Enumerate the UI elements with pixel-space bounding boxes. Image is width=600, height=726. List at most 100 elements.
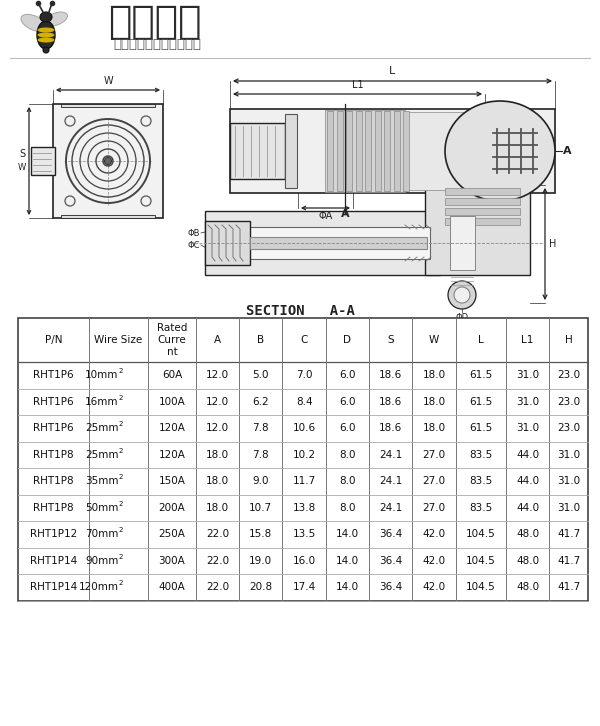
Text: 24.1: 24.1 [379,476,403,486]
Bar [325,110,405,192]
Bar [445,188,520,195]
Text: 18.0: 18.0 [422,370,446,380]
Text: 48.0: 48.0 [516,582,539,592]
Text: 23.0: 23.0 [557,370,580,380]
Text: 61.5: 61.5 [469,423,493,433]
Text: 8.0: 8.0 [339,449,356,460]
Text: 电蜂优选: 电蜂优选 [108,3,202,41]
Text: 104.5: 104.5 [466,582,496,592]
Bar [285,114,297,188]
Text: 9.0: 9.0 [253,476,269,486]
Text: 13.5: 13.5 [293,529,316,539]
Text: 10mm: 10mm [85,370,118,380]
Text: 24.1: 24.1 [379,449,403,460]
Ellipse shape [43,47,49,53]
Text: W: W [429,335,439,345]
Text: 8.0: 8.0 [339,476,356,486]
Bar [355,111,361,191]
Text: 6.0: 6.0 [339,423,356,433]
Text: 120A: 120A [158,449,185,460]
Text: 2: 2 [119,501,123,507]
Text: H: H [565,335,572,345]
Bar [445,208,520,215]
Text: 31.0: 31.0 [557,449,580,460]
Text: 22.0: 22.0 [206,555,229,566]
Text: ΦA: ΦA [319,211,332,221]
Text: 2: 2 [119,580,123,587]
Text: 2: 2 [119,368,123,374]
Text: 14.0: 14.0 [336,529,359,539]
Text: 14.0: 14.0 [336,582,359,592]
Text: 44.0: 44.0 [516,449,539,460]
Text: 6.0: 6.0 [339,396,356,407]
Text: 2: 2 [119,554,123,560]
Bar [445,218,520,225]
Bar [245,227,430,259]
Text: ΦB: ΦB [187,229,200,237]
Text: 100A: 100A [158,396,185,407]
Text: 6.0: 6.0 [339,370,356,380]
Text: 18.6: 18.6 [379,396,403,407]
Text: 31.0: 31.0 [557,502,580,513]
Text: 25mm: 25mm [85,449,118,460]
Bar [374,111,380,191]
Text: 200A: 200A [158,502,185,513]
Text: 44.0: 44.0 [516,502,539,513]
Ellipse shape [40,12,52,22]
Text: RHT1P6: RHT1P6 [33,370,74,380]
Bar [450,216,475,270]
Bar [250,237,427,249]
Bar [425,185,530,275]
Text: 35mm: 35mm [85,476,118,486]
Text: 12.0: 12.0 [206,423,229,433]
Bar [18,318,588,600]
Text: W: W [18,163,26,173]
Text: 27.0: 27.0 [422,502,446,513]
Text: 44.0: 44.0 [516,476,539,486]
Text: 8.0: 8.0 [339,502,356,513]
Text: 16mm: 16mm [85,396,118,407]
Text: L1: L1 [521,335,534,345]
Text: 70mm: 70mm [85,529,118,539]
Text: 150A: 150A [158,476,185,486]
Text: A: A [563,146,572,156]
Text: 15.8: 15.8 [249,529,272,539]
Text: 2: 2 [119,395,123,401]
Text: 13.8: 13.8 [293,502,316,513]
Text: 61.5: 61.5 [469,396,493,407]
Bar [230,67,560,235]
Text: RHT1P14: RHT1P14 [30,555,77,566]
Circle shape [454,287,470,303]
Text: 16.0: 16.0 [293,555,316,566]
Text: 8.4: 8.4 [296,396,313,407]
Text: 10.2: 10.2 [293,449,316,460]
Text: L: L [478,335,484,345]
Text: 12.0: 12.0 [206,370,229,380]
Text: S: S [20,149,26,159]
Bar [405,112,485,190]
Bar [205,221,250,265]
Ellipse shape [21,15,47,32]
Text: 31.0: 31.0 [516,396,539,407]
Text: 50mm: 50mm [85,502,118,513]
Text: 18.0: 18.0 [422,423,446,433]
Bar [31,147,55,175]
Text: 22.0: 22.0 [206,529,229,539]
Text: 300A: 300A [158,555,185,566]
Bar [346,111,352,191]
Text: 7.8: 7.8 [253,449,269,460]
Text: 41.7: 41.7 [557,555,580,566]
Text: 120mm: 120mm [79,582,118,592]
Text: RHT1P8: RHT1P8 [33,476,74,486]
Ellipse shape [37,21,55,49]
Bar [384,111,390,191]
Text: A: A [341,209,349,219]
Text: 41.7: 41.7 [557,529,580,539]
Text: 6.2: 6.2 [253,396,269,407]
Circle shape [104,158,112,165]
Bar [53,104,163,218]
Text: RHT1P8: RHT1P8 [33,449,74,460]
Text: 23.0: 23.0 [557,423,580,433]
Text: 27.0: 27.0 [422,476,446,486]
Text: 104.5: 104.5 [466,529,496,539]
